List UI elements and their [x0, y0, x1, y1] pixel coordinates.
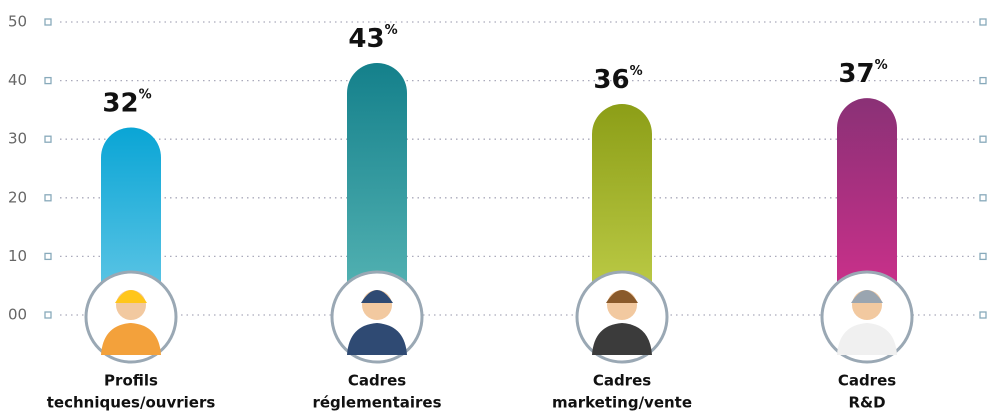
y-tick-label: 40 — [8, 71, 27, 89]
value-label: 36% — [593, 64, 642, 95]
grid-marker — [44, 76, 52, 85]
value-label: 32% — [102, 87, 151, 118]
icon-hair — [851, 290, 883, 303]
bar — [837, 98, 897, 326]
icon-body — [347, 323, 407, 355]
icon-body — [101, 323, 161, 355]
grid-marker — [979, 252, 987, 261]
grid-marker — [979, 194, 987, 202]
icon-hair — [361, 290, 393, 303]
x-tick-label: Profils — [104, 372, 158, 390]
value-label: 43% — [348, 23, 397, 54]
bar — [347, 63, 407, 326]
x-tick-label: R&D — [848, 394, 885, 412]
icon-body — [592, 323, 652, 355]
grid-marker — [44, 18, 52, 26]
icon-body — [837, 323, 897, 355]
grid-marker — [44, 135, 52, 143]
y-tick-label: 00 — [8, 306, 27, 324]
icon-hair — [115, 290, 147, 303]
grid-marker — [44, 252, 52, 261]
x-tick-label: techniques/ouvriers — [47, 394, 216, 412]
y-tick-label: 20 — [8, 188, 27, 206]
y-tick-label: 10 — [8, 247, 27, 265]
grid-marker — [979, 18, 987, 26]
value-label: 37% — [838, 58, 887, 89]
bar — [592, 104, 652, 325]
grid-marker — [44, 194, 52, 202]
grid-marker — [979, 311, 987, 319]
x-tick-label: Cadres — [348, 372, 406, 390]
x-tick-label: Cadres — [838, 372, 896, 390]
x-tick-label: marketing/vente — [552, 394, 692, 412]
y-tick-label: 30 — [8, 130, 27, 148]
grid-marker — [979, 135, 987, 143]
grid-marker — [979, 76, 987, 85]
x-tick-label: Cadres — [593, 372, 651, 390]
grid-marker — [44, 311, 52, 319]
icon-hair — [606, 290, 638, 303]
y-tick-label: 50 — [8, 13, 27, 31]
x-tick-label: réglementaires — [312, 394, 441, 412]
